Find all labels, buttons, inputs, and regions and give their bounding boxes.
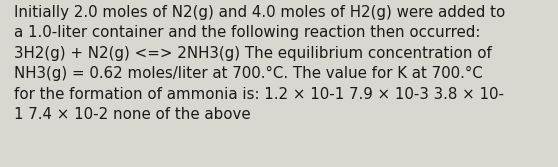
Text: Initially 2.0 moles of N2(g) and 4.0 moles of H2(g) were added to
a 1.0-liter co: Initially 2.0 moles of N2(g) and 4.0 mol… [14,5,505,122]
